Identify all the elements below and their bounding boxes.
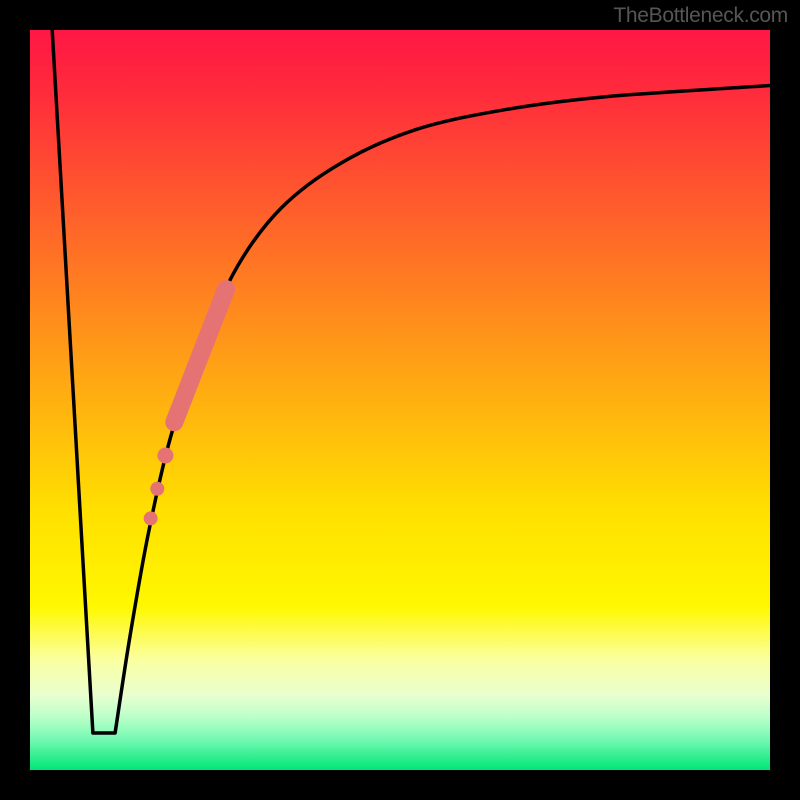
highlight-dot-1 [150, 482, 164, 496]
highlight-dot-0 [157, 448, 173, 464]
highlight-dot-2 [144, 511, 158, 525]
watermark-text: TheBottleneck.com [613, 4, 788, 28]
bottleneck-chart-svg [0, 0, 800, 800]
plot-background [30, 30, 770, 770]
chart-container: TheBottleneck.com [0, 0, 800, 800]
